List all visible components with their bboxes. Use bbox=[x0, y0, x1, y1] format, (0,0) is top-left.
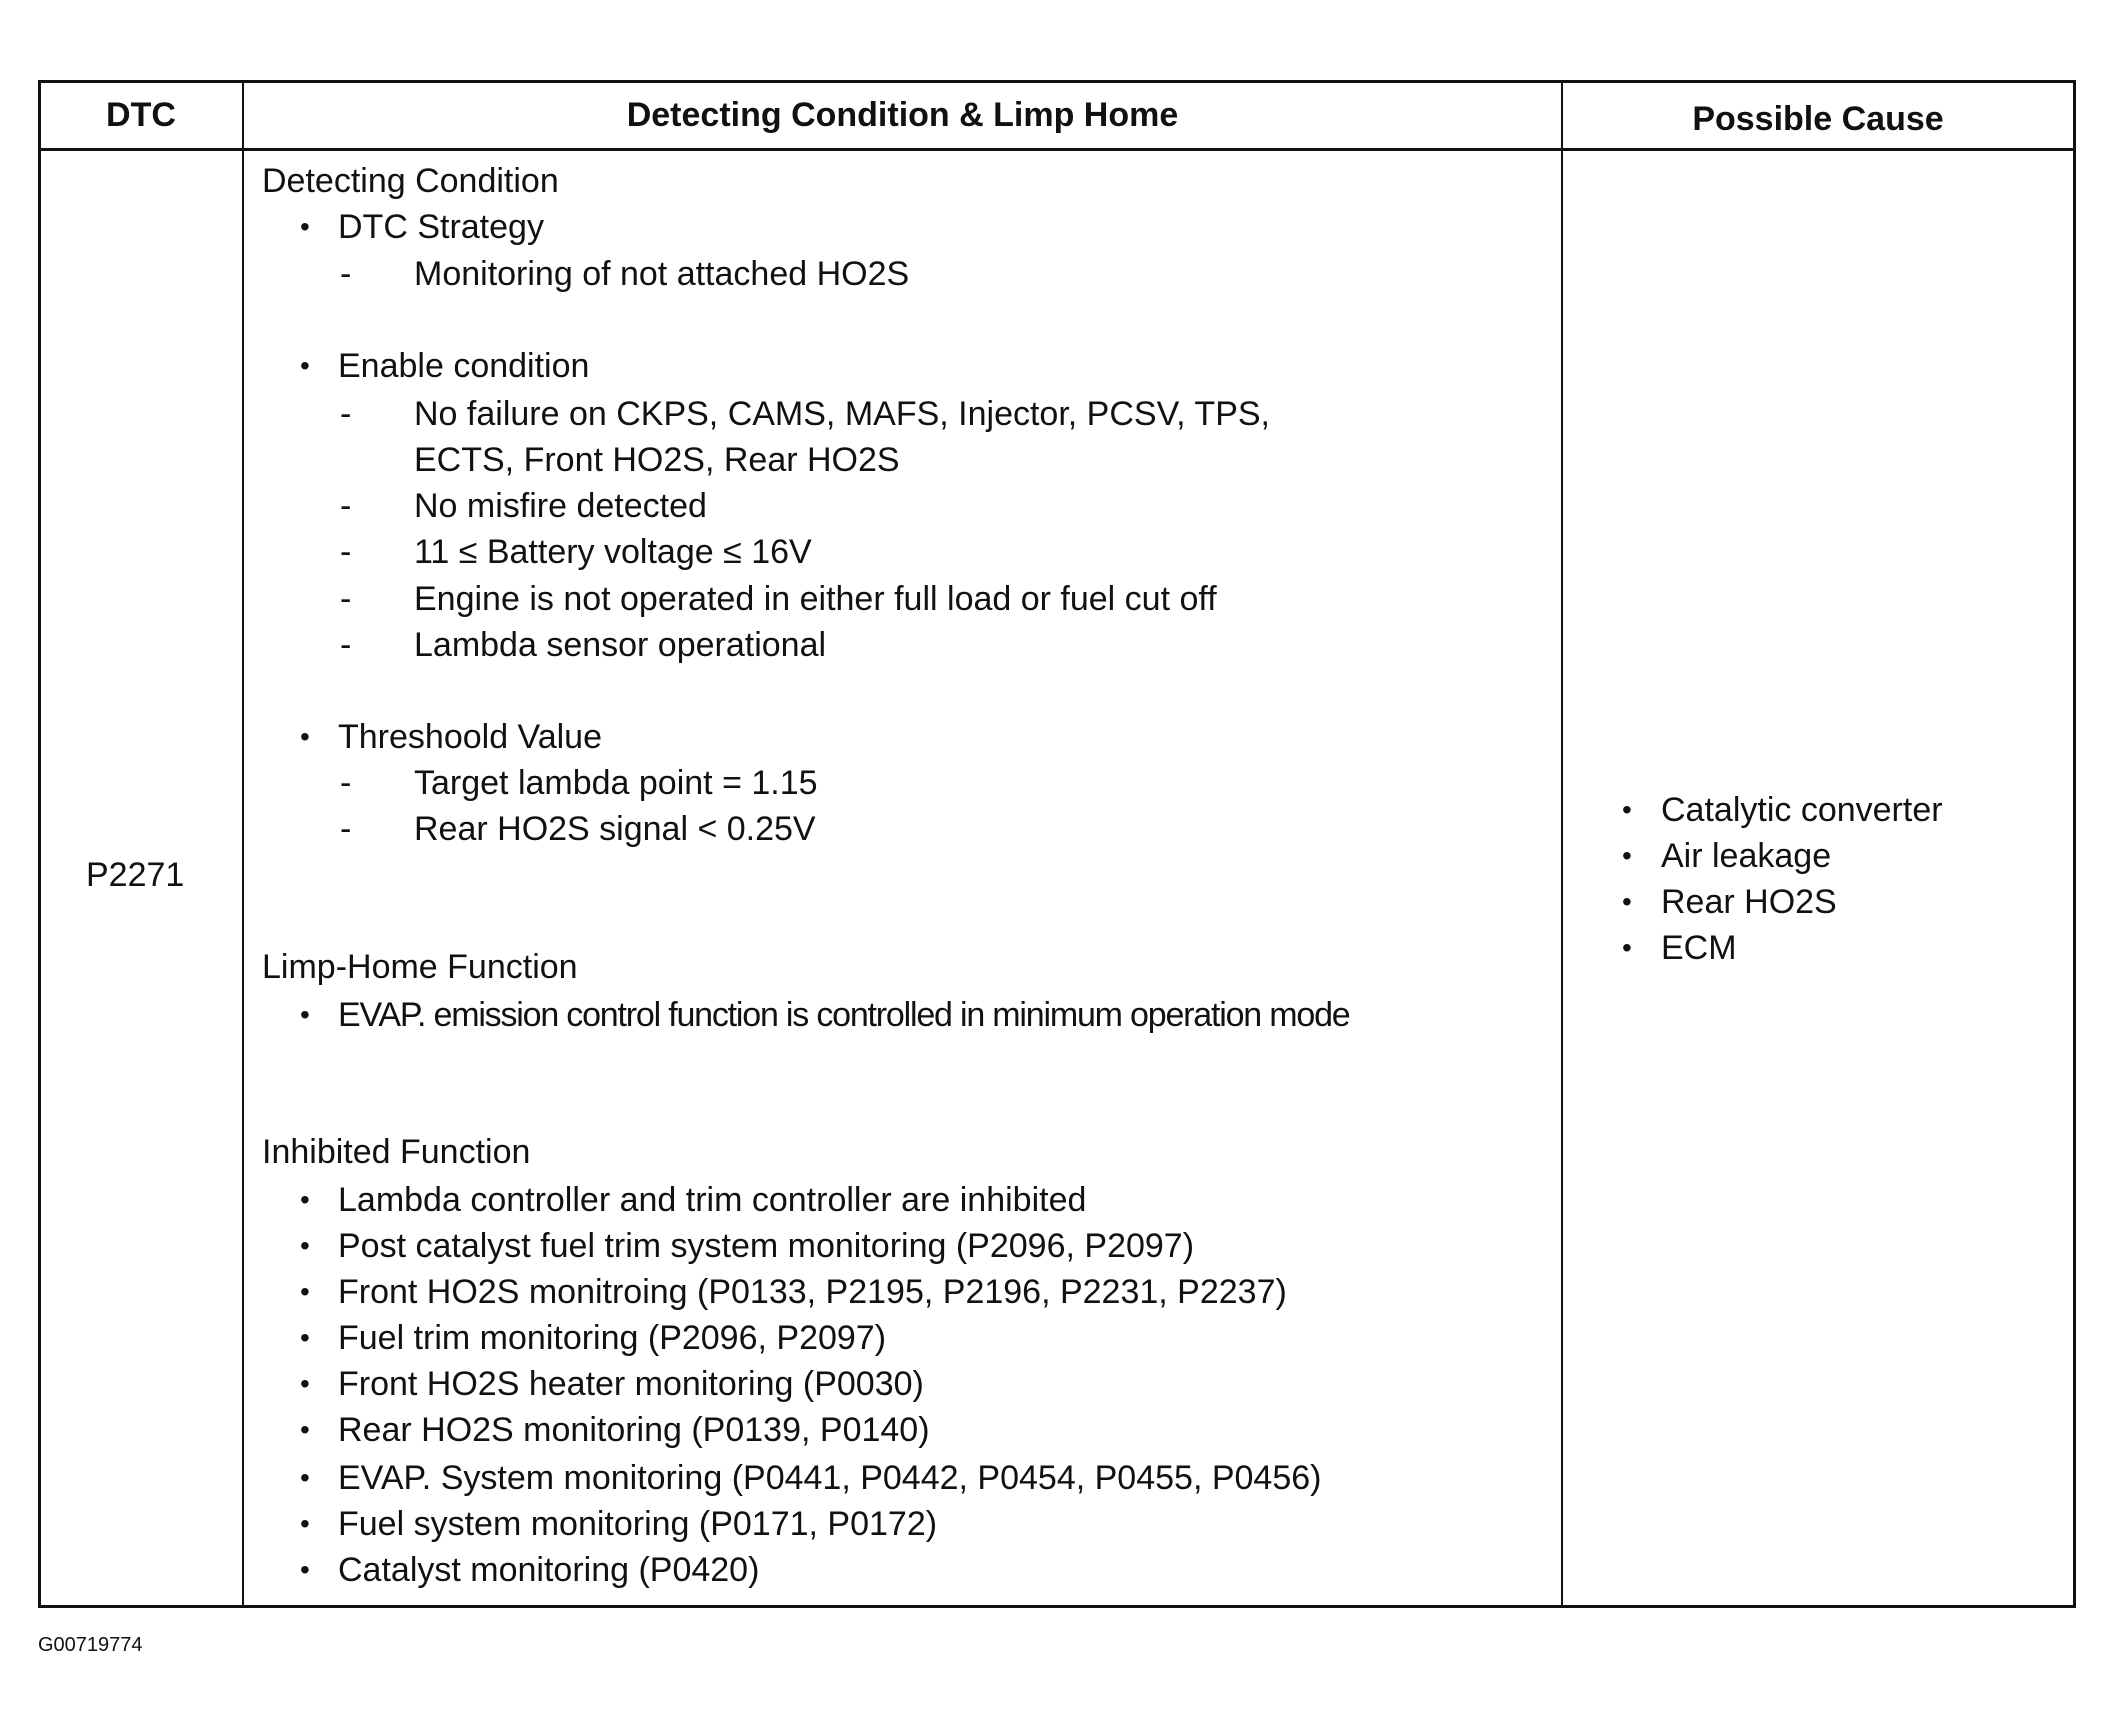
section-title-inhibited: Inhibited Function bbox=[262, 1133, 531, 1171]
dash-icon: - bbox=[340, 255, 352, 293]
column-divider-2 bbox=[1561, 80, 1563, 1608]
table-border-top bbox=[38, 80, 2076, 83]
bullet-icon: • bbox=[300, 211, 310, 242]
header-divider bbox=[38, 148, 2076, 151]
dash-icon: - bbox=[340, 810, 352, 848]
list-item: EVAP. emission control function is contr… bbox=[338, 996, 1351, 1034]
list-item: EVAP. System monitoring (P0441, P0442, P… bbox=[338, 1459, 1322, 1497]
dash-icon: - bbox=[340, 395, 352, 433]
bullet-icon: • bbox=[300, 350, 310, 381]
bullet-icon: • bbox=[1622, 840, 1632, 871]
list-item: Lambda sensor operational bbox=[414, 626, 827, 664]
list-item: Catalyst monitoring (P0420) bbox=[338, 1551, 760, 1589]
bullet-icon: • bbox=[1622, 794, 1632, 825]
section-title-detecting-condition: Detecting Condition bbox=[262, 162, 559, 200]
list-item: Lambda controller and trim controller ar… bbox=[338, 1181, 1087, 1219]
bullet-icon: • bbox=[300, 1230, 310, 1261]
dtc-code: P2271 bbox=[86, 856, 185, 894]
bullet-icon: • bbox=[300, 1368, 310, 1399]
bullet-icon: • bbox=[300, 1462, 310, 1493]
dash-icon: - bbox=[340, 626, 352, 664]
column-divider-1 bbox=[242, 80, 244, 1608]
table-border-right bbox=[2073, 80, 2076, 1608]
list-item: Target lambda point = 1.15 bbox=[414, 764, 818, 802]
bullet-icon: • bbox=[1622, 932, 1632, 963]
cause-item: Air leakage bbox=[1661, 837, 1832, 875]
list-item: Rear HO2S monitoring (P0139, P0140) bbox=[338, 1411, 930, 1449]
list-item: No misfire detected bbox=[414, 487, 707, 525]
table-border-bottom bbox=[38, 1605, 2076, 1608]
header-detecting-condition: Detecting Condition & Limp Home bbox=[626, 96, 1179, 134]
bullet-icon: • bbox=[300, 1276, 310, 1307]
dash-icon: - bbox=[340, 487, 352, 525]
header-possible-cause: Possible Cause bbox=[1692, 100, 1944, 138]
list-item: Fuel trim monitoring (P2096, P2097) bbox=[338, 1319, 887, 1357]
list-item: 11 ≤ Battery voltage ≤ 16V bbox=[414, 533, 812, 571]
header-dtc: DTC bbox=[106, 96, 176, 134]
list-item: Rear HO2S signal < 0.25V bbox=[414, 810, 816, 848]
table-border-left bbox=[38, 80, 41, 1608]
group-label: Enable condition bbox=[338, 347, 590, 385]
group-label: Threshoold Value bbox=[338, 718, 602, 756]
list-item: Front HO2S monitroing (P0133, P2195, P21… bbox=[338, 1273, 1287, 1311]
list-item: Front HO2S heater monitoring (P0030) bbox=[338, 1365, 924, 1403]
bullet-icon: • bbox=[300, 1554, 310, 1585]
section-title-limp-home: Limp-Home Function bbox=[262, 948, 578, 986]
bullet-icon: • bbox=[300, 999, 310, 1030]
list-item: Monitoring of not attached HO2S bbox=[414, 255, 910, 293]
cause-item: ECM bbox=[1661, 929, 1737, 967]
cause-item: Catalytic converter bbox=[1661, 791, 1943, 829]
cause-item: Rear HO2S bbox=[1661, 883, 1837, 921]
dash-icon: - bbox=[340, 580, 352, 618]
bullet-icon: • bbox=[300, 1322, 310, 1353]
bullet-icon: • bbox=[300, 1184, 310, 1215]
dash-icon: - bbox=[340, 533, 352, 571]
list-item-continuation: ECTS, Front HO2S, Rear HO2S bbox=[414, 441, 900, 479]
group-label: DTC Strategy bbox=[338, 208, 544, 246]
list-item: Engine is not operated in either full lo… bbox=[414, 580, 1217, 618]
bullet-icon: • bbox=[300, 1508, 310, 1539]
bullet-icon: • bbox=[300, 721, 310, 752]
figure-id: G00719774 bbox=[38, 1634, 143, 1656]
bullet-icon: • bbox=[1622, 886, 1632, 917]
dash-icon: - bbox=[340, 764, 352, 802]
list-item: Post catalyst fuel trim system monitorin… bbox=[338, 1227, 1195, 1265]
bullet-icon: • bbox=[300, 1414, 310, 1445]
list-item: Fuel system monitoring (P0171, P0172) bbox=[338, 1505, 938, 1543]
list-item: No failure on CKPS, CAMS, MAFS, Injector… bbox=[414, 395, 1270, 433]
